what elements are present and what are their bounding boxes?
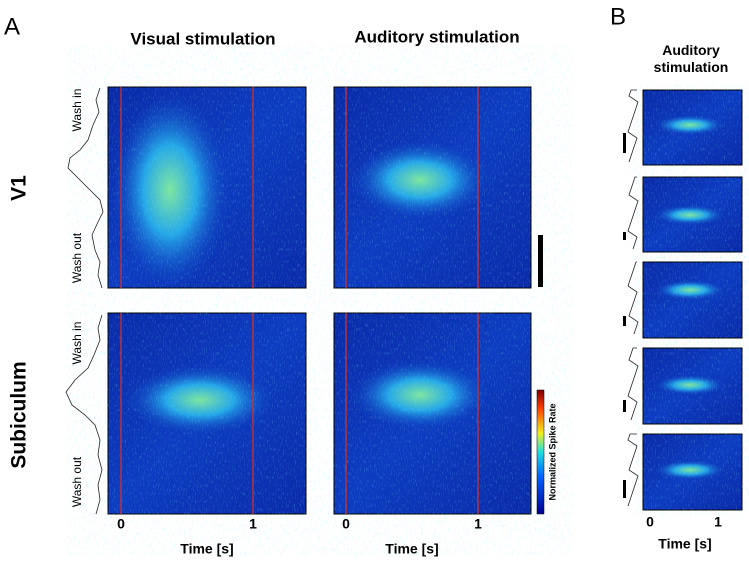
stim-lines — [120, 87, 479, 514]
scale-bar — [623, 480, 626, 498]
panel-label: B — [610, 3, 626, 30]
texture — [644, 435, 741, 509]
scale-bar — [538, 235, 543, 287]
trace-label: Wash in — [70, 89, 84, 132]
scale-bar — [623, 133, 626, 153]
x-tick-label: 0 — [117, 516, 125, 532]
trace — [627, 89, 639, 163]
x-tick-label: 1 — [714, 514, 722, 530]
colorbar-label: Normalized Spike Rate — [547, 403, 557, 500]
trace — [627, 347, 639, 421]
x-axis-label: Time [s] — [180, 541, 233, 557]
x-tick-label: 1 — [474, 516, 482, 532]
panel-label: A — [4, 13, 20, 40]
x-tick-label: 0 — [342, 516, 350, 532]
panel-a: A Visual stimulation Auditory stimulatio… — [4, 13, 557, 556]
trace — [627, 176, 639, 250]
colorbar — [536, 389, 545, 515]
x-tick-label: 1 — [249, 516, 257, 532]
scale-bar — [623, 316, 626, 326]
trace — [627, 261, 639, 335]
panel-b-title-box: Auditory stimulation — [653, 42, 729, 75]
panel-b-title: Auditory stimulation — [653, 42, 729, 75]
trace — [627, 433, 639, 507]
x-axis-label: Time [s] — [658, 536, 711, 552]
panel-b: B Auditory stimulation Time [s] — [610, 3, 743, 552]
texture — [644, 91, 741, 164]
texture — [644, 263, 741, 337]
scale-bar — [623, 232, 626, 240]
trace — [67, 87, 104, 289]
x-tick-label: 0 — [646, 514, 654, 530]
scale-bar — [623, 400, 626, 412]
column-title: Visual stimulation — [130, 29, 275, 48]
row-label: V1 — [8, 175, 31, 201]
row-label: Subiculum — [8, 361, 31, 468]
trace-label: Wash out — [70, 232, 84, 283]
column-title: Auditory stimulation — [354, 27, 519, 46]
texture — [644, 178, 741, 251]
x-axis-label: Time [s] — [385, 541, 438, 557]
texture — [644, 349, 741, 423]
trace — [65, 314, 103, 515]
trace-label: Wash out — [70, 456, 84, 507]
trace-label: Wash in — [70, 322, 84, 365]
texture — [109, 88, 530, 513]
